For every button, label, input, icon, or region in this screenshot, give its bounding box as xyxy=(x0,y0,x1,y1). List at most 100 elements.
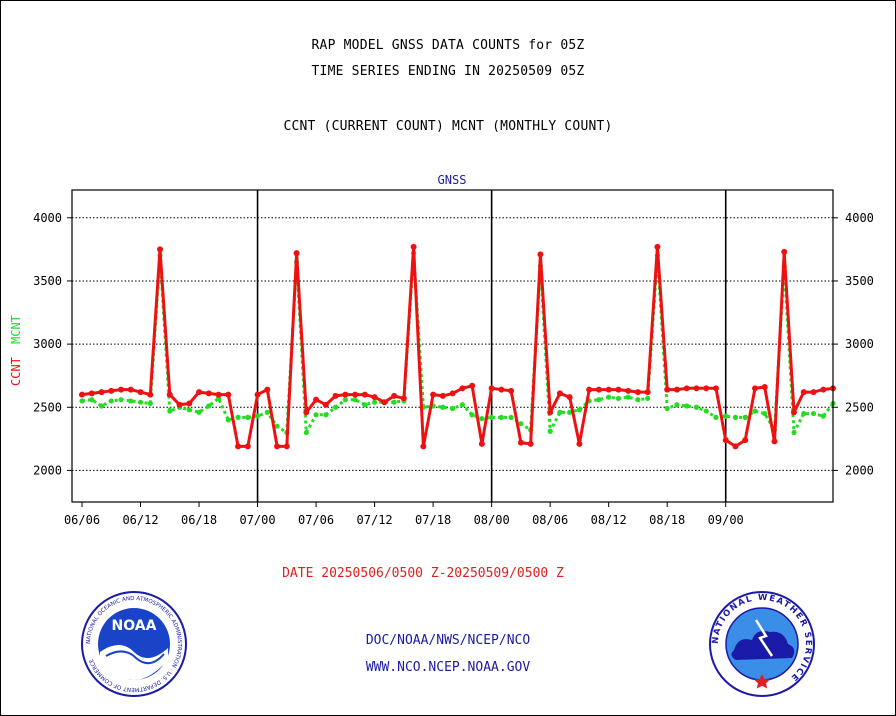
data-point-ccnt xyxy=(391,392,398,399)
data-point-mcnt xyxy=(342,397,348,403)
data-point-ccnt xyxy=(264,386,271,393)
x-tick-label: 08/12 xyxy=(591,513,627,527)
data-point-ccnt xyxy=(576,440,583,447)
grid-layer xyxy=(72,190,833,502)
y-label-ccnt: CCNT xyxy=(9,357,23,386)
data-point-ccnt xyxy=(254,391,261,398)
data-point-mcnt xyxy=(810,410,817,417)
data-point-mcnt xyxy=(557,409,563,415)
data-point-ccnt xyxy=(430,391,437,398)
data-point-ccnt xyxy=(196,389,203,396)
y-label-mcnt: MCNT xyxy=(9,315,23,344)
data-point-ccnt xyxy=(469,382,476,389)
data-point-mcnt xyxy=(693,404,700,410)
data-point-ccnt xyxy=(449,390,456,397)
chart-subtitle: CCNT (CURRENT COUNT) MCNT (MONTHLY COUNT… xyxy=(283,119,613,134)
data-point-ccnt xyxy=(352,391,359,398)
y-tick-label-right: 2500 xyxy=(845,400,874,414)
panel-title: GNSS xyxy=(438,173,467,187)
data-point-mcnt xyxy=(332,404,339,410)
data-point-ccnt xyxy=(244,443,251,450)
y-tick-label-right: 3000 xyxy=(845,337,874,351)
data-point-mcnt xyxy=(645,395,651,402)
axis-layer: 2000 2000 2500 2500 3000 3000 3500 3500 4000 4000… xyxy=(33,211,874,527)
x-tick-label: 08/18 xyxy=(649,513,685,527)
data-point-mcnt xyxy=(674,402,680,408)
data-point-ccnt xyxy=(225,391,232,398)
data-point-ccnt xyxy=(127,386,134,393)
data-point-ccnt xyxy=(781,248,788,255)
data-point-ccnt xyxy=(615,386,622,393)
data-point-ccnt xyxy=(664,386,671,393)
data-point-mcnt xyxy=(508,414,514,420)
data-point-ccnt xyxy=(274,443,281,450)
data-point-mcnt xyxy=(98,403,105,409)
data-point-mcnt xyxy=(498,414,504,420)
data-point-ccnt xyxy=(790,409,797,416)
data-point-ccnt xyxy=(322,401,329,408)
data-point-ccnt xyxy=(79,391,85,398)
data-point-ccnt xyxy=(381,399,388,406)
data-point-ccnt xyxy=(537,251,544,258)
data-point-ccnt xyxy=(313,396,320,403)
data-point-mcnt xyxy=(137,399,144,405)
data-point-mcnt xyxy=(391,399,397,405)
data-point-ccnt xyxy=(88,390,95,397)
data-point-mcnt xyxy=(479,416,485,422)
data-point-mcnt xyxy=(489,414,495,420)
data-point-ccnt xyxy=(586,386,593,393)
data-point-ccnt xyxy=(147,391,154,398)
data-point-ccnt xyxy=(137,389,144,396)
data-point-ccnt xyxy=(186,400,193,407)
x-tick-label: 08/06 xyxy=(532,513,568,527)
data-point-ccnt xyxy=(342,391,349,398)
date-range: DATE 20250506/0500 Z-20250509/0500 Z xyxy=(282,566,564,581)
title-line-1: RAP MODEL GNSS DATA COUNTS for 05Z xyxy=(311,38,585,53)
data-point-ccnt xyxy=(820,386,827,393)
data-point-mcnt xyxy=(245,414,251,420)
data-point-ccnt xyxy=(732,443,739,450)
x-tick-label: 07/12 xyxy=(357,513,393,527)
data-point-mcnt xyxy=(752,408,758,414)
data-point-ccnt xyxy=(761,384,768,391)
x-tick-label: 07/18 xyxy=(415,513,451,527)
data-point-mcnt xyxy=(567,409,573,415)
data-point-ccnt xyxy=(712,385,719,392)
data-point-ccnt xyxy=(556,390,563,397)
data-point-ccnt xyxy=(566,394,573,401)
data-point-ccnt xyxy=(517,439,524,446)
data-point-ccnt xyxy=(235,443,242,450)
data-point-mcnt xyxy=(732,414,739,420)
data-point-mcnt xyxy=(206,403,212,409)
data-point-mcnt xyxy=(713,414,719,420)
data-point-ccnt xyxy=(673,386,680,393)
y-tick-label-right: 3500 xyxy=(845,274,874,288)
y-tick-label-right: 4000 xyxy=(845,211,874,225)
data-point-mcnt xyxy=(108,398,114,404)
nws-logo-icon: NATIONAL WEATHER SERVICE xyxy=(709,591,815,697)
title-line-2: TIME SERIES ENDING IN 20250509 05Z xyxy=(311,64,585,79)
data-point-mcnt xyxy=(684,403,690,409)
data-point-mcnt xyxy=(313,412,319,418)
data-point-ccnt xyxy=(98,389,105,396)
data-point-mcnt xyxy=(323,412,329,418)
x-tick-label: 08/00 xyxy=(474,513,510,527)
data-point-mcnt xyxy=(79,398,85,404)
series-line-ccnt xyxy=(81,245,834,448)
data-point-ccnt xyxy=(751,385,758,392)
data-point-mcnt xyxy=(742,414,748,420)
x-tick-label: 06/12 xyxy=(122,513,158,527)
data-point-ccnt xyxy=(498,386,505,393)
data-point-mcnt xyxy=(801,410,807,417)
data-point-ccnt xyxy=(303,409,310,416)
y-tick-label-left: 3500 xyxy=(33,274,62,288)
data-point-mcnt xyxy=(440,404,446,410)
x-tick-label: 09/00 xyxy=(708,513,744,527)
data-point-ccnt xyxy=(371,394,378,401)
data-point-mcnt xyxy=(167,408,173,414)
y-tick-label-left: 3000 xyxy=(33,337,62,351)
data-point-ccnt xyxy=(683,385,690,392)
y-tick-label-left: 4000 xyxy=(33,211,62,225)
website-link[interactable]: WWW.NCO.NCEP.NOAA.GOV xyxy=(365,660,531,675)
data-point-ccnt xyxy=(108,387,115,394)
